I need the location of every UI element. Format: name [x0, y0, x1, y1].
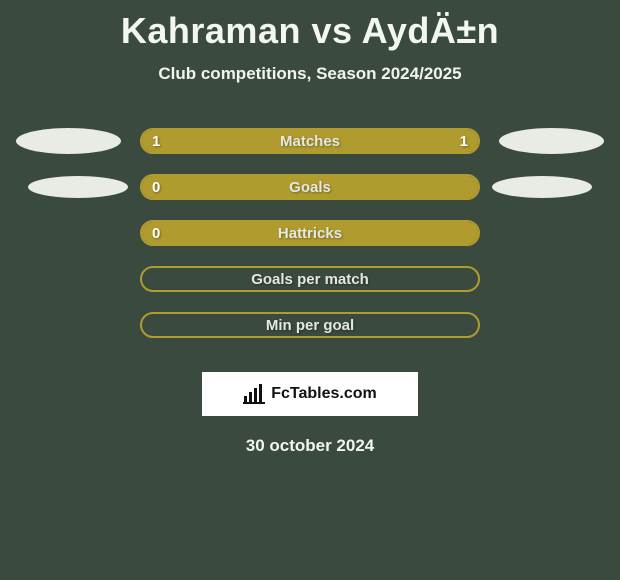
stats-list: 1 1 Matches 0 Goals 0 Hattricks Goals per match… [0, 118, 620, 348]
stat-bar: 0 Goals [140, 174, 480, 200]
stat-bar: Goals per match [140, 266, 480, 292]
avatar-right [492, 176, 592, 198]
stat-value-left: 0 [152, 179, 160, 196]
stat-row: Goals per match [8, 256, 612, 302]
footer-date: 30 october 2024 [0, 436, 620, 456]
stat-label: Hattricks [278, 225, 342, 242]
avatar-right [499, 128, 604, 154]
stat-label: Min per goal [266, 317, 354, 334]
stat-bar: Min per goal [140, 312, 480, 338]
stat-value-right: 1 [460, 133, 468, 150]
source-badge[interactable]: FcTables.com [202, 372, 418, 416]
stat-row: 0 Hattricks [8, 210, 612, 256]
stat-row: 1 1 Matches [8, 118, 612, 164]
stat-row: Min per goal [8, 302, 612, 348]
page-title: Kahraman vs AydÄ±n [0, 10, 620, 52]
stat-label: Goals [289, 179, 331, 196]
stat-value-left: 0 [152, 225, 160, 242]
stat-bar: 1 1 Matches [140, 128, 480, 154]
avatar-left [16, 128, 121, 154]
chart-bars-icon [243, 384, 265, 404]
stat-row: 0 Goals [8, 164, 612, 210]
stat-value-left: 1 [152, 133, 160, 150]
stat-bar: 0 Hattricks [140, 220, 480, 246]
comparison-card: Kahraman vs AydÄ±n Club competitions, Se… [0, 0, 620, 456]
stat-label: Goals per match [251, 271, 369, 288]
page-subtitle: Club competitions, Season 2024/2025 [0, 64, 620, 84]
stat-label: Matches [280, 133, 340, 150]
avatar-left [28, 176, 128, 198]
source-badge-text: FcTables.com [271, 385, 377, 403]
